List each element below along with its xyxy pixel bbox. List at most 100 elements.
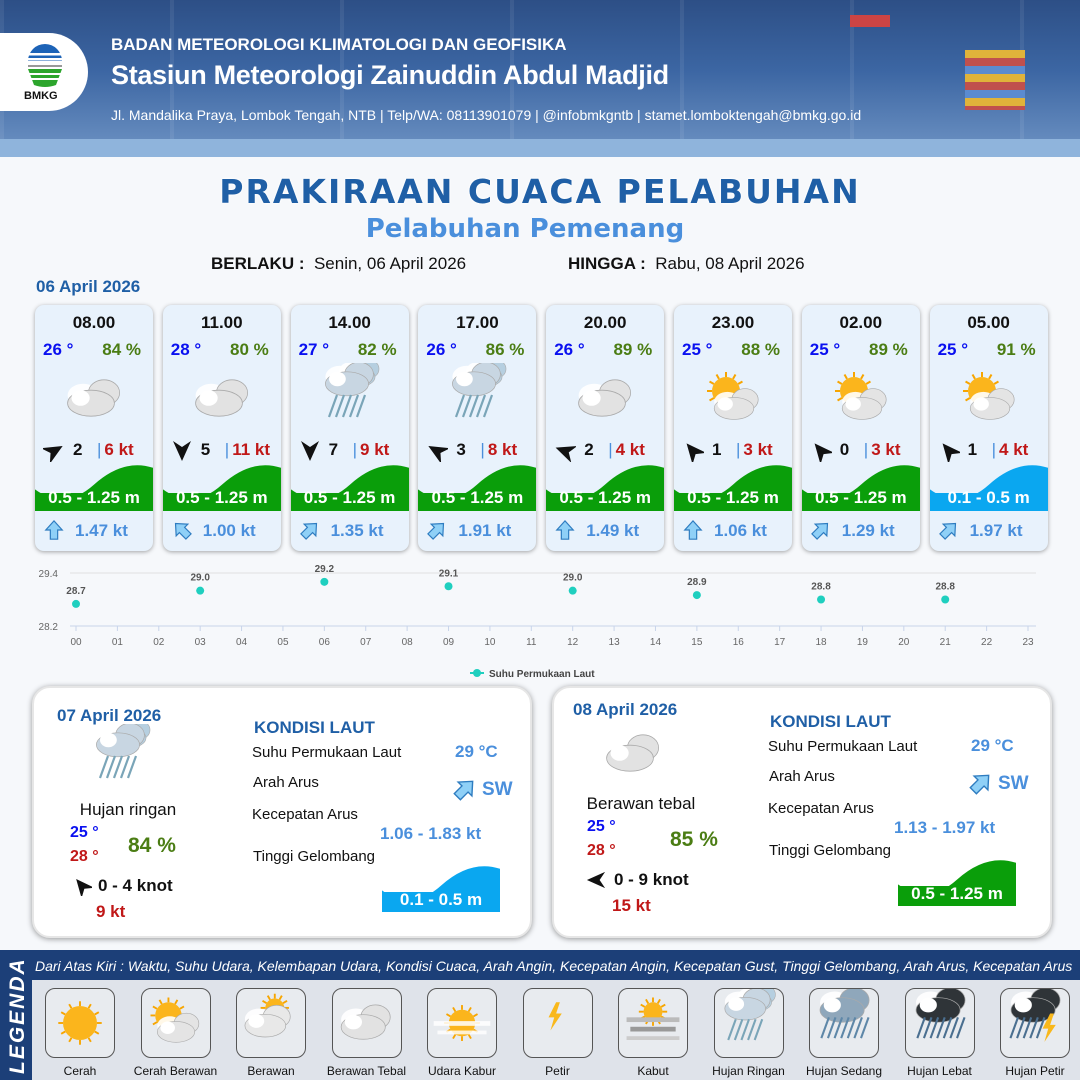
card-gust: | 6 kt bbox=[97, 440, 134, 459]
containers-illustration bbox=[965, 50, 1025, 110]
card-temperature: 26 ° bbox=[43, 340, 74, 359]
card-humidity: 88 % bbox=[741, 340, 780, 359]
card-gust: | 9 kt bbox=[352, 440, 390, 459]
card-current-speed: 1.35 kt bbox=[330, 521, 384, 540]
wind-direction-icon bbox=[586, 871, 606, 889]
data-label: 29.1 bbox=[439, 568, 459, 579]
wave-icon bbox=[929, 465, 1048, 511]
legend-label: Hujan Petir bbox=[1005, 1064, 1065, 1078]
current-direction-value: SW bbox=[482, 779, 513, 800]
x-tick-label: 16 bbox=[733, 637, 745, 648]
valid-from: BERLAKU : Senin, 06 April 2026 bbox=[211, 254, 466, 274]
card-gust: | 11 kt bbox=[224, 440, 271, 459]
card-wind-speed: 2 bbox=[584, 440, 594, 459]
card-current-speed: 1.97 kt bbox=[969, 521, 1023, 540]
panel-condition: Hujan ringan bbox=[79, 800, 177, 819]
card-gust: | 3 kt bbox=[863, 440, 901, 459]
contact-info: Jl. Mandalika Praya, Lombok Tengah, NTB … bbox=[111, 107, 862, 123]
panel-temp-min: 25 ° bbox=[70, 824, 99, 841]
current-direction-label: Arah Arus bbox=[769, 768, 835, 785]
hujan-lebat-icon bbox=[915, 987, 966, 1039]
card-wave-height: 0.5 - 1.25 m bbox=[175, 488, 268, 507]
legend-icon-box bbox=[236, 988, 306, 1058]
card-temperature: 25 ° bbox=[682, 340, 713, 359]
card-time: 14.00 bbox=[328, 313, 371, 332]
card-time: 20.00 bbox=[583, 313, 627, 332]
data-point bbox=[444, 582, 453, 591]
data-point bbox=[320, 577, 329, 586]
legend-marker bbox=[473, 669, 481, 677]
current-speed-label: Kecepatan Arus bbox=[252, 806, 358, 823]
forecast-card: 08.00 26 ° 84 % 2 | 6 kt 0.5 - 1.25 m 1.4… bbox=[35, 305, 153, 551]
sst-value: 29 °C bbox=[971, 736, 1014, 755]
wind-direction-icon bbox=[172, 441, 191, 461]
x-tick-label: 04 bbox=[236, 637, 248, 648]
legend-label: Hujan Sedang bbox=[805, 1064, 883, 1078]
legend-label: Hujan Lebat bbox=[907, 1064, 972, 1078]
card-temperature: 25 ° bbox=[937, 340, 969, 359]
card-current-speed: 1.06 kt bbox=[714, 521, 767, 540]
x-tick-label: 09 bbox=[443, 637, 455, 648]
panel-humidity: 85 % bbox=[670, 828, 718, 851]
data-point bbox=[817, 595, 826, 604]
card-humidity: 91 % bbox=[996, 340, 1036, 359]
wind-direction-icon bbox=[76, 879, 92, 896]
legend-icon-box bbox=[809, 987, 879, 1058]
data-label: 29.0 bbox=[563, 573, 583, 584]
current-speed-value: 1.06 - 1.83 kt bbox=[380, 824, 482, 843]
legend-label: Cerah bbox=[63, 1064, 97, 1078]
forecast-card: 20.00 26 ° 89 % 2 | 4 kt 0.5 - 1.25 m 1.4… bbox=[546, 305, 665, 551]
wind-direction-icon bbox=[555, 445, 577, 462]
forecast-card: 11.00 28 ° 80 % 5 | 11 kt 0.5 - 1.25 m 1.… bbox=[162, 305, 281, 551]
y-tick-label: 29.4 bbox=[39, 569, 59, 580]
sun-shape bbox=[58, 1001, 102, 1045]
current-speed-value: 1.13 - 1.97 kt bbox=[894, 818, 996, 837]
day-panel: 07 April 2026 Hujan ringan 25 ° 28 ° 84 … bbox=[32, 686, 532, 938]
data-point bbox=[568, 586, 577, 595]
ship-illustration bbox=[850, 15, 890, 27]
weather-berawan-tebal-icon bbox=[578, 379, 632, 417]
current-direction-icon bbox=[810, 522, 828, 540]
x-tick-label: 15 bbox=[691, 637, 703, 648]
gust-value: 9 kt bbox=[360, 440, 390, 459]
wind-direction-icon bbox=[686, 443, 704, 462]
card-humidity: 89 % bbox=[613, 340, 653, 359]
current-direction-icon bbox=[969, 774, 990, 795]
wind-direction-icon bbox=[300, 441, 319, 461]
legend-label: Kabut bbox=[637, 1064, 669, 1078]
card-time: 23.00 bbox=[711, 313, 755, 332]
wave-icon bbox=[382, 866, 500, 912]
legend-icon-box bbox=[522, 988, 593, 1058]
x-tick-label: 12 bbox=[567, 637, 579, 648]
card-wave-height: 0.5 - 1.25 m bbox=[431, 488, 524, 507]
forecast-card: 23.00 25 ° 88 % 1 | 3 kt 0.5 - 1.25 m 1.0… bbox=[674, 305, 792, 551]
card-humidity: 80 % bbox=[230, 340, 269, 359]
current-direction-label: Arah Arus bbox=[253, 774, 319, 791]
wind-direction-icon bbox=[428, 446, 449, 462]
wave-height-label: Tinggi Gelombang bbox=[253, 848, 376, 865]
valid-from-value: Senin, 06 April 2026 bbox=[313, 254, 467, 273]
card-wave-height: 0.5 - 1.25 m bbox=[48, 488, 140, 507]
x-tick-label: 23 bbox=[1022, 637, 1034, 648]
card-time: 17.00 bbox=[456, 313, 499, 332]
weather-berawan-tebal-icon bbox=[67, 379, 120, 417]
valid-to-value: Rabu, 08 April 2026 bbox=[655, 254, 805, 273]
legend-bar: LEGENDA Dari Atas Kiri : Waktu, Suhu Uda… bbox=[0, 950, 1080, 1080]
wave-icon bbox=[801, 465, 920, 511]
x-tick-label: 10 bbox=[484, 637, 496, 648]
kabut-icon bbox=[626, 997, 680, 1040]
legend-label: Petir bbox=[545, 1064, 570, 1078]
legend-note: Dari Atas Kiri : Waktu, Suhu Udara, Kele… bbox=[35, 958, 1073, 974]
card-humidity: 86 % bbox=[485, 340, 525, 359]
card-temperature: 25 ° bbox=[809, 340, 841, 359]
day-panel: 08 April 2026 Berawan tebal 25 ° 28 ° 85… bbox=[552, 686, 1052, 938]
wind-direction-icon bbox=[814, 443, 832, 462]
legend-icon-box bbox=[45, 988, 115, 1058]
forecast-card: 17.00 26 ° 86 % 3 | 8 kt 0.5 - 1.25 m 1.9… bbox=[418, 305, 537, 551]
legend-icon-box bbox=[140, 988, 211, 1058]
x-tick-label: 02 bbox=[153, 637, 165, 648]
card-time: 05.00 bbox=[967, 313, 1010, 332]
current-direction-icon bbox=[299, 522, 317, 540]
x-tick-label: 01 bbox=[112, 637, 124, 648]
wave-height-label: Tinggi Gelombang bbox=[769, 842, 892, 859]
